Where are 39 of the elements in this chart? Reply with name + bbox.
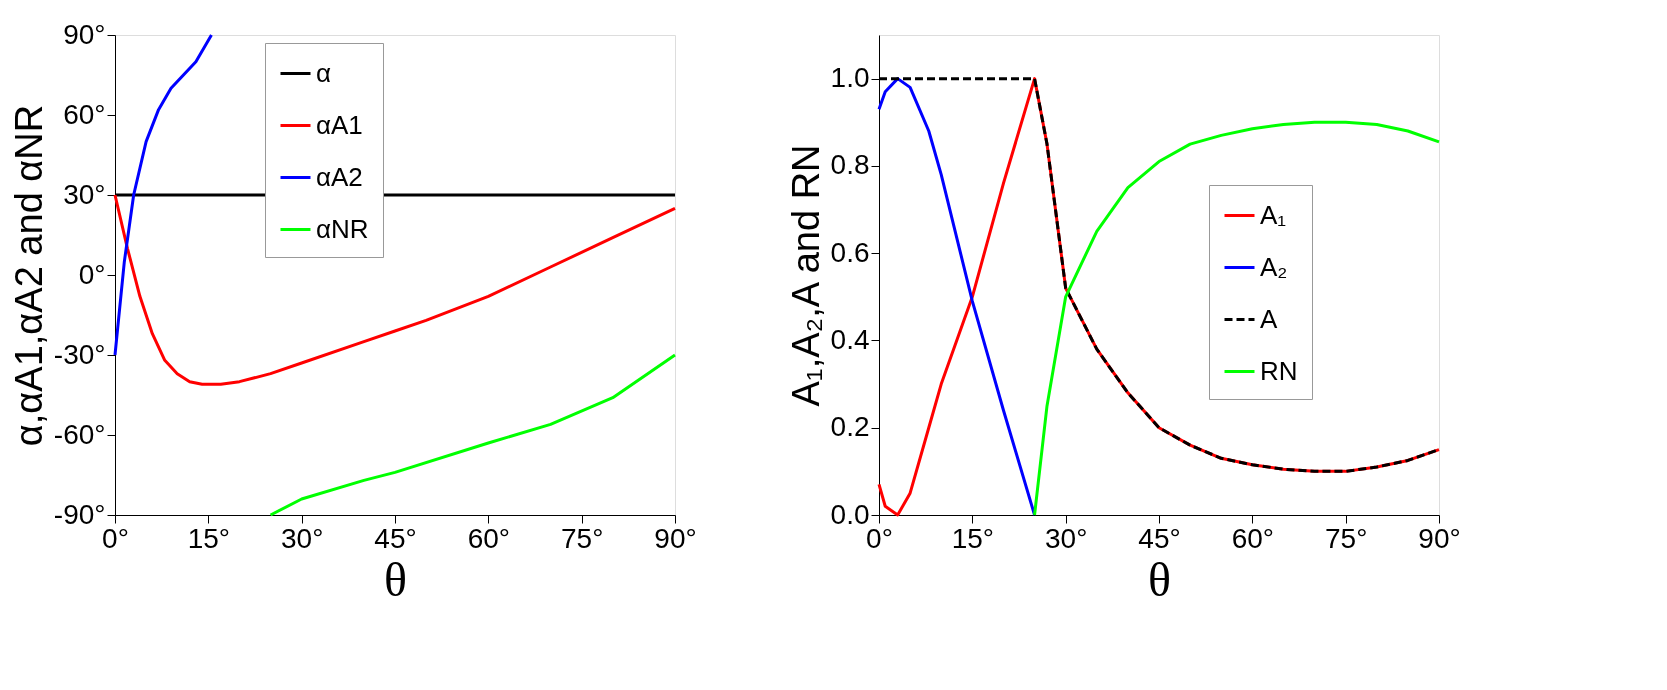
x-tick-label: 15° — [187, 522, 231, 554]
y-tick-label: 60° — [63, 98, 106, 130]
line-series — [113, 193, 677, 386]
x-tick-label: 75° — [560, 522, 604, 554]
x-tick-label: 45° — [1138, 522, 1181, 554]
y-tick-label: 0.2 — [830, 411, 870, 443]
legend-label: αNR — [316, 213, 369, 244]
y-tick-label: 0.8 — [830, 149, 870, 181]
x-tick-label: 15° — [951, 522, 995, 554]
y-tick-label: 30° — [63, 178, 106, 210]
x-axis-title: θ — [384, 552, 407, 606]
y-tick-label: -30° — [53, 338, 106, 370]
x-axis-title: θ — [1148, 552, 1171, 606]
legend-label: αA1 — [316, 109, 363, 140]
line-series — [269, 353, 677, 517]
legend-label: A₂ — [1260, 251, 1288, 282]
y-tick-label: -60° — [53, 418, 106, 450]
legend-label: A — [1260, 303, 1278, 334]
x-tick-label: 45° — [374, 522, 417, 554]
line-series — [113, 33, 213, 357]
y-tick-label: 0.6 — [830, 236, 870, 268]
x-tick-label: 30° — [280, 522, 324, 554]
legend-label: α — [316, 57, 332, 88]
y-axis-title: A₁,A₂,A and RN — [784, 144, 827, 407]
y-tick-label: 0.4 — [830, 323, 870, 355]
y-tick-label: 0° — [78, 258, 106, 290]
x-tick-label: 90° — [654, 522, 697, 554]
x-tick-label: 30° — [1044, 522, 1088, 554]
legend-label: RN — [1260, 355, 1298, 386]
legend-label: A₁ — [1260, 199, 1287, 230]
y-axis-title: α,αA1,αA2 and αNR — [7, 104, 50, 447]
x-tick-label: 90° — [1418, 522, 1461, 554]
line-series — [1033, 120, 1441, 517]
x-tick-label: 60° — [467, 522, 511, 554]
x-tick-label: 75° — [1324, 522, 1368, 554]
y-tick-label: 1.0 — [830, 62, 870, 94]
legend-label: αA2 — [316, 161, 363, 192]
x-tick-label: 60° — [1231, 522, 1275, 554]
y-tick-label: 90° — [63, 18, 106, 50]
